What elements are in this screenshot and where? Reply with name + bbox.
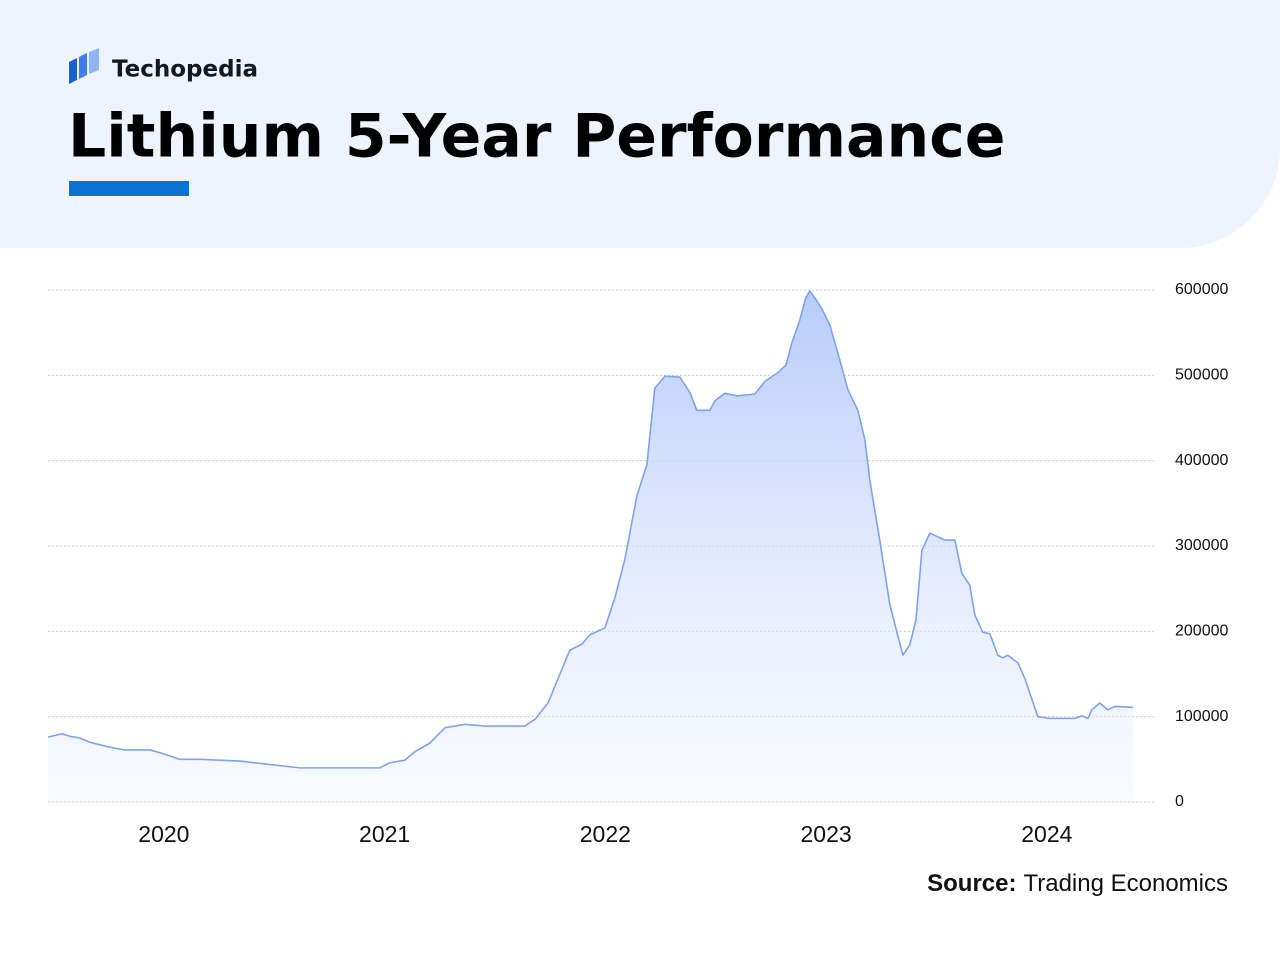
y-tick-label: 0 xyxy=(1175,793,1184,810)
source: Trading Economics xyxy=(1023,870,1228,897)
source-label: Source: xyxy=(927,870,1016,897)
header-band xyxy=(0,0,1280,248)
y-tick-label: 200000 xyxy=(1175,623,1228,640)
source-note: Source: Trading Economics xyxy=(927,870,1228,897)
y-tick-label: 600000 xyxy=(1175,281,1228,298)
y-tick-label: 500000 xyxy=(1175,367,1228,384)
x-tick-label: 2022 xyxy=(580,821,631,847)
x-tick-label: 2024 xyxy=(1021,821,1072,847)
logo-icon xyxy=(69,48,99,84)
x-tick-label: 2023 xyxy=(801,821,852,847)
brand: Techopedia xyxy=(112,57,258,83)
y-tick-label: 400000 xyxy=(1175,452,1228,469)
x-tick-label: 2021 xyxy=(359,821,410,847)
y-tick-label: 100000 xyxy=(1175,708,1228,725)
area-line xyxy=(47,290,1133,769)
chart-title: Lithium 5-Year Performance xyxy=(68,102,1005,172)
area-fill xyxy=(48,290,1133,802)
x-tick-label: 2020 xyxy=(138,821,189,847)
title-underline xyxy=(69,181,189,196)
y-tick-label: 300000 xyxy=(1175,537,1228,554)
